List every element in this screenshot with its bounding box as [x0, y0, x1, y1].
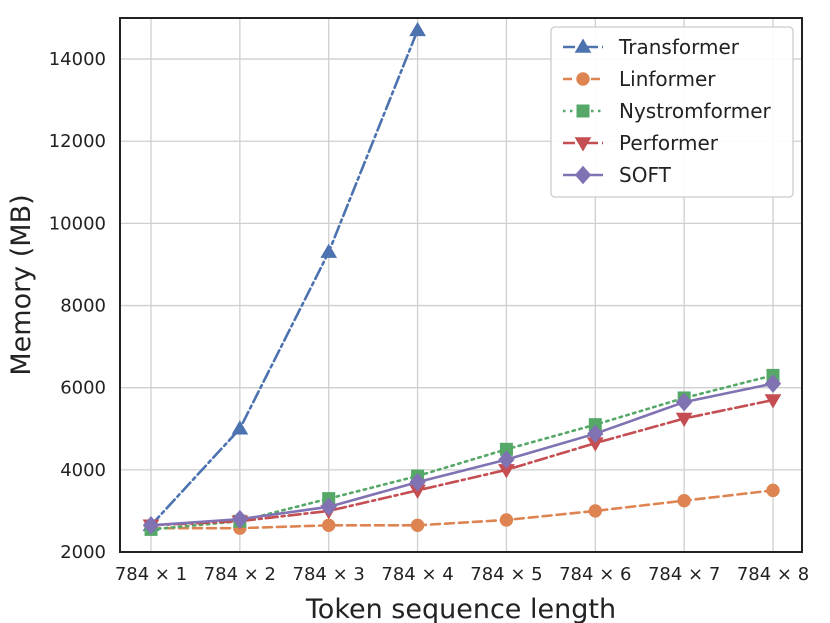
data-point [410, 518, 425, 532]
data-point [498, 450, 515, 469]
plot-frame [119, 17, 803, 553]
legend-item: Performer [563, 131, 719, 155]
x-tick-label: 784 × 3 [293, 564, 365, 585]
legend-marker [574, 137, 592, 152]
x-axis-label: Token sequence length [305, 594, 616, 623]
x-tick-label: 784 × 2 [204, 564, 276, 585]
data-point [409, 472, 426, 492]
y-tick-labels: 2000 4000 6000 8000 10000 12000 14000 [49, 49, 106, 563]
data-point [675, 412, 693, 427]
legend-label: Performer [619, 131, 719, 155]
x-tick-label: 784 × 6 [559, 564, 631, 585]
series-line [149, 489, 775, 530]
legend-label: Nystromformer [619, 99, 771, 123]
data-point [588, 504, 602, 518]
legend-item: Linformer [563, 67, 716, 91]
legend-label: Linformer [619, 67, 716, 91]
data-point [677, 493, 691, 508]
series-soft [142, 374, 782, 535]
data-point [766, 483, 780, 498]
series-transformer [142, 21, 426, 532]
data-point [764, 394, 782, 409]
x-tick-label: 784 × 7 [648, 564, 720, 585]
data-point [499, 513, 514, 527]
data-point [675, 392, 693, 412]
y-tick-label: 6000 [60, 378, 106, 399]
legend-marker [576, 104, 590, 118]
legend-label: SOFT [619, 163, 672, 187]
x-tick-labels: 784 × 1 784 × 2 784 × 3 784 × 4 784 × 5 784 ×… [115, 564, 809, 585]
legend-item: Nystromformer [563, 99, 771, 123]
y-tick-label: 8000 [60, 296, 106, 317]
data-point [587, 424, 604, 443]
series-line [149, 29, 419, 527]
data-point [320, 243, 338, 258]
x-tick-label: 784 × 1 [115, 564, 187, 585]
x-tick-label: 784 × 5 [470, 564, 542, 585]
data-point [320, 497, 337, 517]
data-point [409, 21, 426, 37]
data-point [322, 518, 336, 532]
data-point [142, 516, 160, 535]
legend-marker [576, 72, 590, 86]
y-tick-label: 14000 [49, 49, 106, 70]
legend: Transformer Linformer Nystromformer Perform… [550, 26, 794, 198]
series-lines [142, 21, 782, 536]
data-point [231, 509, 249, 529]
series-line [149, 382, 775, 527]
x-tick-label: 784 × 4 [381, 564, 453, 585]
series-line [149, 398, 775, 527]
y-tick-label: 10000 [49, 213, 106, 234]
legend-item: Transformer [563, 35, 740, 59]
legend-item: SOFT [563, 163, 672, 187]
legend-marker [574, 165, 592, 185]
data-point [231, 420, 249, 435]
x-tick-label: 784 × 8 [737, 564, 809, 585]
legend-label: Transformer [618, 35, 740, 59]
y-tick-label: 4000 [60, 460, 106, 481]
y-tick-label: 12000 [49, 131, 106, 152]
legend-marker [574, 38, 592, 53]
y-tick-label: 2000 [60, 542, 106, 563]
y-axis-label: Memory (MB) [6, 194, 37, 375]
legend-box [550, 26, 794, 198]
data-point [764, 374, 782, 393]
